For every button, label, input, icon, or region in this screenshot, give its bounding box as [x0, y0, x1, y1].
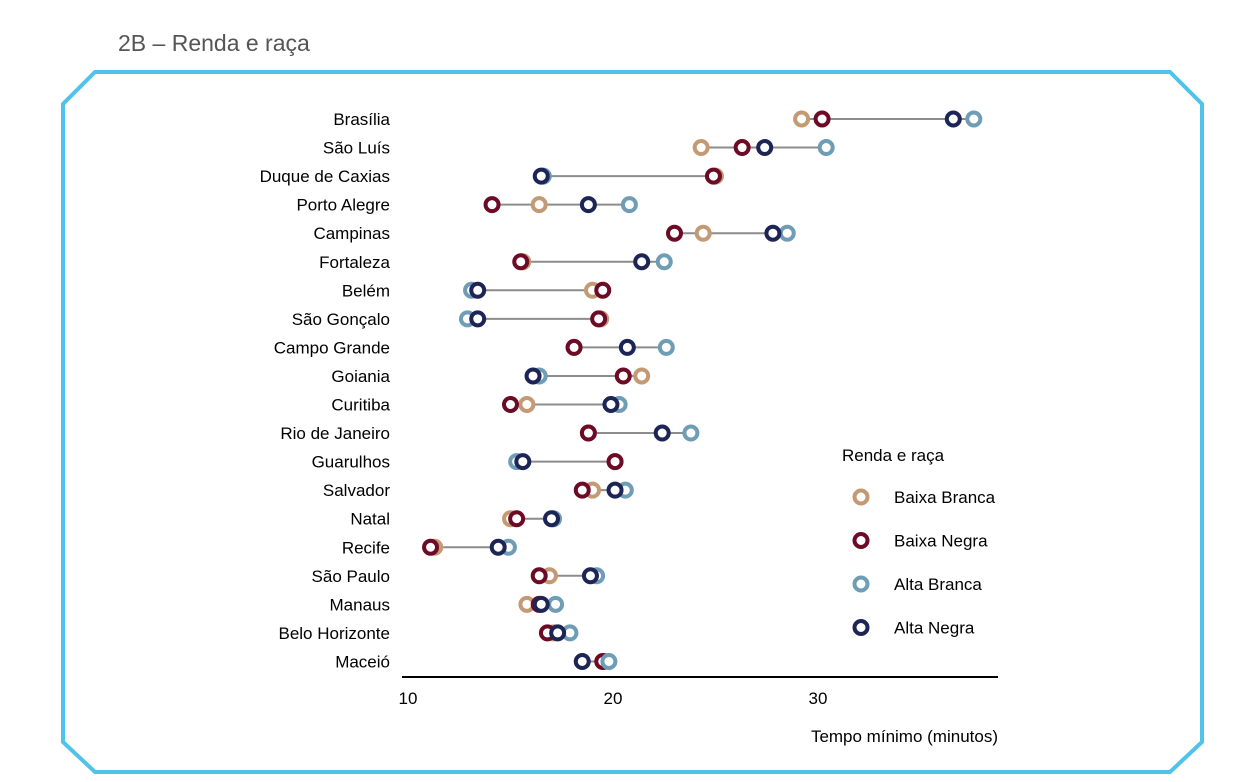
section-title: 2B – Renda e raça [118, 30, 310, 56]
category-label: Curitiba [331, 396, 390, 415]
point-baixa-negra-recife [422, 538, 440, 556]
point-alta-branca-manaus [547, 595, 565, 613]
point-baixa-negra-natal [508, 510, 526, 528]
point-baixa-negra-curitiba [502, 396, 519, 413]
point-alta-branca-brasilia [965, 110, 983, 128]
point-alta-negra-guarulhos [514, 453, 532, 471]
point-baixa-negra-guarulhos [606, 453, 624, 471]
point-alta-negra-rio-de-janeiro [653, 424, 671, 442]
point-alta-negra-belem [469, 281, 487, 299]
point-baixa-negra-campinas [666, 224, 683, 242]
legend-label-baixa-negra: Baixa Negra [894, 532, 988, 551]
point-alta-negra-brasilia [944, 110, 962, 128]
point-alta-negra-sao-paulo [581, 567, 599, 585]
point-baixa-negra-sao-goncalo [590, 310, 608, 328]
point-alta-branca-rio-de-janeiro [682, 424, 700, 442]
point-alta-negra-fortaleza [633, 253, 651, 271]
data-points [422, 110, 983, 670]
point-baixa-branca-campinas [694, 224, 712, 242]
chart-frame [61, 70, 1204, 774]
point-baixa-branca-curitiba [518, 396, 536, 413]
point-baixa-negra-fortaleza [512, 253, 530, 271]
x-tick-label: 10 [399, 689, 418, 708]
category-label: Guarulhos [312, 453, 390, 472]
point-alta-negra-sao-goncalo [469, 310, 487, 328]
point-alta-negra-goiania [524, 367, 542, 385]
point-alta-negra-salvador [606, 481, 624, 499]
category-label: Manaus [330, 595, 390, 614]
category-label: Goiania [331, 367, 390, 386]
point-alta-branca-maceio [600, 652, 618, 670]
point-baixa-negra-campo-grande [565, 338, 583, 356]
category-label: Recife [342, 538, 390, 557]
category-label: Natal [350, 510, 390, 529]
point-alta-branca-fortaleza [655, 253, 673, 271]
legend-title: Renda e raça [842, 446, 945, 465]
point-alta-negra-curitiba [602, 396, 620, 413]
category-label: Fortaleza [319, 253, 390, 272]
x-axis-title: Tempo mínimo (minutos) [811, 727, 998, 746]
point-alta-negra-porto-alegre [579, 196, 597, 214]
legend-marker-alta-branca [852, 575, 870, 593]
legend-label-alta-branca: Alta Branca [894, 575, 982, 594]
connector-lines [430, 118, 974, 663]
point-baixa-negra-belem [594, 281, 612, 299]
category-label: Duque de Caxias [260, 167, 390, 186]
point-baixa-branca-sao-luis [692, 139, 710, 157]
category-label: Campinas [313, 224, 390, 243]
category-label: Maceió [335, 652, 390, 671]
point-alta-negra-maceio [573, 652, 591, 670]
category-label: Brasília [333, 110, 390, 129]
point-alta-negra-campo-grande [618, 338, 636, 356]
point-baixa-negra-brasilia [813, 110, 831, 128]
x-tick-labels: 10 20 30 [399, 689, 828, 708]
category-label: Campo Grande [274, 338, 390, 357]
point-baixa-negra-salvador [573, 481, 591, 499]
category-label: São Luís [323, 139, 390, 158]
point-alta-branca-porto-alegre [620, 196, 638, 214]
point-alta-branca-campinas [778, 224, 796, 242]
point-alta-branca-sao-luis [817, 139, 835, 157]
category-label: Rio de Janeiro [280, 424, 390, 443]
point-alta-branca-campo-grande [657, 338, 675, 356]
point-baixa-negra-sao-paulo [530, 567, 548, 585]
legend-marker-baixa-branca [852, 488, 870, 506]
point-baixa-branca-brasilia [793, 110, 811, 128]
category-label: Salvador [323, 481, 390, 500]
legend-label-alta-negra: Alta Negra [894, 619, 975, 638]
category-label: Belém [342, 281, 390, 300]
category-labels: Brasília São Luís Duque de Caxias Porto Ale… [260, 110, 391, 671]
point-baixa-branca-goiania [633, 367, 651, 385]
point-alta-negra-belo-horizonte [549, 624, 567, 642]
point-alta-negra-natal [543, 510, 560, 528]
point-baixa-branca-porto-alegre [530, 196, 548, 214]
point-baixa-negra-sao-luis [733, 139, 751, 157]
point-alta-negra-sao-luis [756, 139, 774, 157]
point-baixa-negra-porto-alegre [483, 196, 501, 214]
point-baixa-negra-goiania [614, 367, 632, 385]
x-tick-label: 20 [604, 689, 623, 708]
category-label: São Gonçalo [292, 310, 390, 329]
category-label: São Paulo [312, 567, 390, 586]
category-label: Belo Horizonte [278, 624, 390, 643]
point-alta-negra-duque-de-caxias [532, 167, 550, 185]
legend-label-baixa-branca: Baixa Branca [894, 488, 996, 507]
point-alta-negra-campinas [764, 224, 782, 242]
x-tick-label: 30 [809, 689, 828, 708]
legend-marker-alta-negra [852, 619, 870, 636]
point-baixa-negra-duque-de-caxias [704, 167, 722, 185]
legend: Renda e raça Baixa Branca Baixa Negra Alta… [842, 446, 996, 638]
category-label: Porto Alegre [296, 196, 390, 215]
point-baixa-negra-rio-de-janeiro [579, 424, 597, 442]
point-alta-negra-manaus [532, 595, 550, 613]
legend-marker-baixa-negra [852, 532, 870, 549]
point-alta-negra-recife [489, 538, 507, 556]
